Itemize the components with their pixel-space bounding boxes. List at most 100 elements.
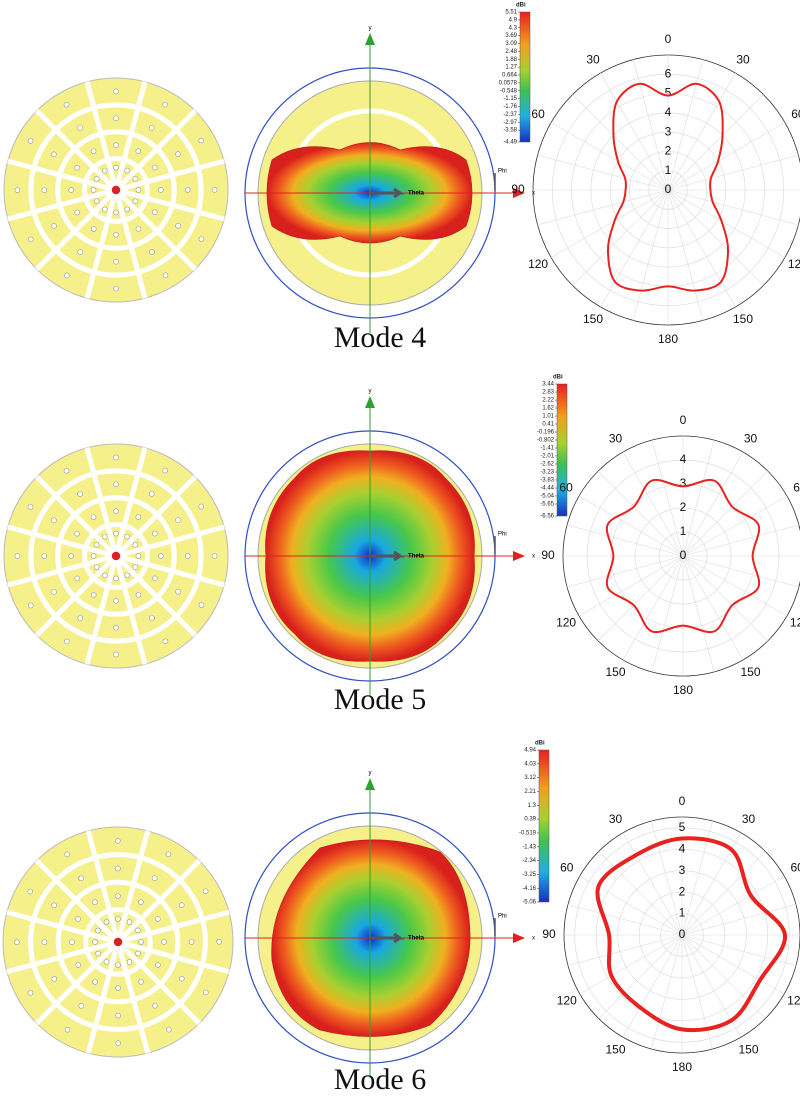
via bbox=[101, 167, 108, 174]
via bbox=[92, 899, 98, 906]
colorbar-tick-label: -2.62 bbox=[540, 462, 554, 468]
via bbox=[115, 985, 121, 991]
colorbar-tick-label: 2.22 bbox=[542, 398, 554, 404]
spoke bbox=[682, 470, 769, 557]
colorbar-tick-label: 0.41 bbox=[542, 422, 554, 428]
via bbox=[102, 206, 108, 213]
slot bbox=[113, 189, 148, 299]
grid-circle bbox=[610, 483, 756, 629]
via bbox=[14, 187, 21, 193]
via bbox=[162, 272, 169, 279]
slot bbox=[6, 909, 119, 945]
via bbox=[51, 589, 57, 595]
spoke bbox=[667, 189, 736, 308]
r-tick-label: 3 bbox=[665, 124, 672, 138]
via bbox=[51, 223, 57, 229]
phi-label: Phi bbox=[498, 914, 507, 920]
via bbox=[113, 209, 119, 216]
slot bbox=[114, 188, 197, 271]
slot-ring bbox=[55, 879, 181, 1005]
via bbox=[162, 467, 168, 474]
via bbox=[90, 226, 97, 232]
slot-ring bbox=[55, 129, 177, 251]
r-tick-label: 1 bbox=[665, 163, 672, 177]
via bbox=[113, 597, 119, 604]
via bbox=[152, 209, 158, 216]
theta-tick-label: 60 bbox=[559, 481, 573, 495]
via bbox=[93, 198, 100, 205]
colorbar-tick-label: -5.06 bbox=[522, 900, 536, 906]
via bbox=[41, 187, 48, 193]
grid-circle bbox=[617, 870, 747, 1000]
via bbox=[63, 467, 70, 474]
caption: Mode 4 bbox=[334, 321, 427, 354]
pattern-curve bbox=[606, 82, 730, 292]
via bbox=[41, 553, 48, 559]
slot bbox=[115, 158, 225, 193]
via bbox=[93, 542, 100, 548]
colorbar-tick-label: 0.0578 bbox=[499, 80, 518, 86]
spoke bbox=[682, 555, 744, 661]
theta-tick-label: 150 bbox=[583, 312, 603, 326]
colorbar-label: dBi bbox=[553, 375, 563, 381]
x-axis-label: x bbox=[532, 936, 535, 942]
colorbar-tick-label: -3.25 bbox=[522, 872, 536, 878]
colorbar-label: dBi bbox=[535, 741, 545, 747]
via bbox=[95, 927, 101, 934]
slot bbox=[85, 941, 121, 1054]
via bbox=[51, 976, 58, 982]
colorbar-tick-label: -0.802 bbox=[537, 438, 555, 444]
theta-tick-label: 60 bbox=[560, 861, 574, 875]
via bbox=[77, 125, 83, 131]
y-arrow bbox=[365, 396, 375, 408]
spoke bbox=[567, 555, 684, 588]
via bbox=[64, 1026, 71, 1033]
slot-ring bbox=[82, 522, 150, 590]
colorbar-tick-label: -1.15 bbox=[503, 96, 517, 102]
grid-circle bbox=[574, 827, 790, 1043]
theta-tick-label: 180 bbox=[672, 1060, 692, 1074]
spoke bbox=[681, 934, 797, 966]
spoke bbox=[667, 94, 764, 191]
spoke bbox=[622, 832, 683, 936]
theta-tick-label: 30 bbox=[609, 812, 623, 826]
via bbox=[27, 236, 34, 243]
r-tick-label: 0 bbox=[679, 927, 686, 941]
via bbox=[93, 176, 100, 182]
via bbox=[124, 167, 130, 174]
theta-tick-label: 60 bbox=[793, 481, 800, 495]
via bbox=[102, 572, 108, 579]
y-axis-label: y bbox=[369, 771, 372, 777]
colorbar-tick-label: -4.49 bbox=[503, 140, 517, 146]
via bbox=[155, 962, 161, 968]
r-tick-label: 2 bbox=[679, 884, 686, 898]
via bbox=[184, 553, 191, 559]
via bbox=[93, 564, 100, 571]
via bbox=[113, 231, 119, 238]
spoke bbox=[651, 820, 683, 936]
colorbar-tick-label: 3.69 bbox=[505, 33, 517, 39]
theta-tick-label: 60 bbox=[791, 861, 800, 875]
r-tick-label: 0 bbox=[680, 548, 687, 562]
via bbox=[113, 454, 119, 461]
via bbox=[175, 517, 181, 523]
via bbox=[211, 553, 218, 559]
r-tick-label: 4 bbox=[680, 452, 687, 466]
r-tick-label: 0 bbox=[665, 182, 672, 196]
colorbar-tick-label: -1.41 bbox=[540, 446, 554, 452]
spoke bbox=[667, 189, 704, 321]
y-axis-label: y bbox=[369, 26, 372, 32]
via bbox=[148, 491, 155, 497]
colorbar-tick-label: 3.09 bbox=[505, 41, 517, 47]
grid-circle bbox=[551, 73, 785, 307]
via bbox=[63, 101, 70, 108]
slot bbox=[115, 941, 151, 1054]
r-tick-label: 4 bbox=[665, 105, 672, 119]
via bbox=[138, 899, 144, 905]
r-tick-label: 6 bbox=[665, 66, 672, 80]
phi-label: Phi bbox=[498, 169, 507, 175]
theta-tick-label: 30 bbox=[736, 52, 750, 66]
spoke bbox=[537, 189, 669, 226]
theta-label: Theta bbox=[408, 936, 425, 942]
